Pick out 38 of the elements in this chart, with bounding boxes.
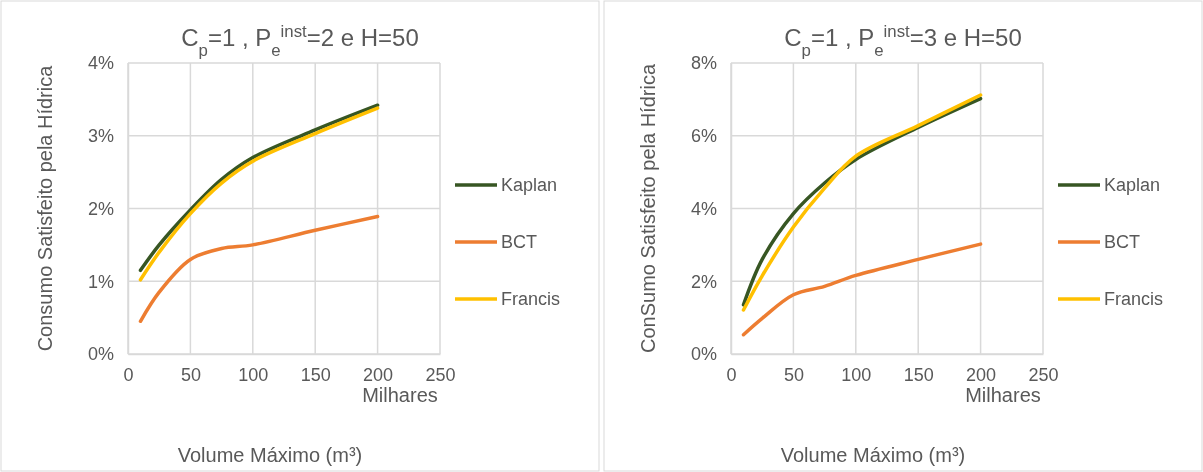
y-tick-label: 4% [87, 53, 114, 74]
legend-label: Francis [501, 289, 561, 309]
legend-label: Kaplan [501, 175, 558, 195]
y-tick-label: 6% [690, 126, 717, 147]
x-tick-label: 50 [180, 364, 201, 385]
y-tick-label: 0% [690, 344, 717, 365]
x-axis-title: Volume Máximo (m³) [780, 444, 966, 466]
x-tick-label: 100 [238, 364, 269, 385]
x-tick-label: 200 [966, 364, 997, 385]
x-tick-label: 0 [726, 364, 737, 385]
y-tick-label: 2% [87, 198, 114, 219]
y-tick-label: 3% [87, 126, 114, 147]
y-tick-label: 1% [87, 271, 114, 292]
y-tick-label: 8% [690, 53, 717, 74]
chart-title: C$_{p}$=1 , P$_{e}$$^{inst}$=2 e H=50 [181, 21, 419, 60]
text: Milhares [965, 384, 1041, 406]
x-tick-label: 100 [841, 364, 872, 385]
y-tick-label: 0% [87, 344, 114, 365]
text: Milhares [362, 384, 438, 406]
x-tick-label: 50 [783, 364, 804, 385]
y-tick-label: 4% [690, 198, 717, 219]
line-series [138, 214, 380, 324]
legend-label: BCT [501, 232, 537, 252]
y-tick-label: 2% [690, 271, 717, 292]
legend-label: Kaplan [1104, 175, 1161, 195]
chart-title: C$_{p}$=1 , P$_{e}$$^{inst}$=3 e H=50 [784, 21, 1022, 60]
x-axis-title: Volume Máximo (m³) [177, 444, 363, 466]
x-tick-label: 250 [1028, 364, 1059, 385]
y-axis-title: Consumo Satisfeito pela Hídrica [34, 64, 56, 352]
x-tick-label: 0 [123, 364, 134, 385]
legend-label: BCT [1104, 232, 1140, 252]
y-axis-title: ConSumo Satisfeito pela Hídrica [637, 63, 659, 354]
x-tick-label: 200 [363, 364, 394, 385]
x-tick-label: 150 [903, 364, 934, 385]
x-tick-label: 150 [300, 364, 331, 385]
line-series [741, 242, 983, 337]
legend-label: Francis [1104, 289, 1164, 309]
x-tick-label: 250 [425, 364, 456, 385]
